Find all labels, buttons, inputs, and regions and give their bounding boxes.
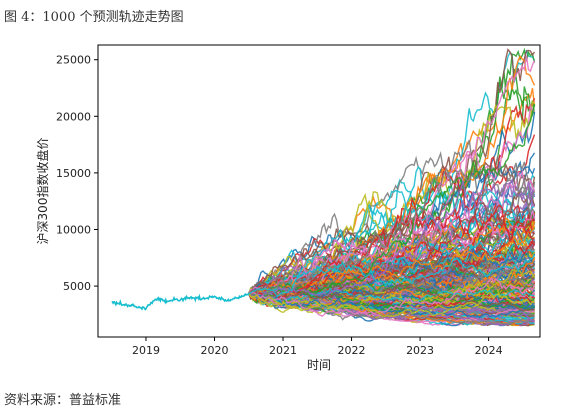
forecast-path [248, 288, 535, 304]
forecast-path [248, 269, 536, 311]
forecast-path [248, 288, 535, 325]
forecast-path [248, 162, 536, 297]
x-tick-label: 2022 [338, 344, 366, 357]
x-axis-label: 时间 [307, 358, 331, 372]
forecast-path [248, 291, 535, 319]
forecast-path [248, 225, 536, 295]
history-line [111, 293, 250, 311]
history-path [111, 293, 250, 311]
y-tick-label: 10000 [56, 223, 91, 236]
x-tick-label: 2024 [475, 344, 503, 357]
y-axis: 5000 10000 15000 20000 25000 [56, 54, 98, 293]
figure-title: 图 4：1000 个预测轨迹走势图 [4, 10, 184, 25]
forecast-path [248, 277, 536, 317]
x-tick-label: 2021 [269, 344, 297, 357]
y-tick-label: 25000 [56, 54, 91, 67]
y-tick-label: 20000 [56, 110, 91, 123]
y-tick-label: 5000 [63, 280, 91, 293]
x-tick-label: 2023 [406, 344, 434, 357]
y-axis-label: 沪深300指数收盘价 [35, 138, 50, 245]
plot-frame [97, 44, 541, 338]
y-tick-label: 15000 [56, 167, 91, 180]
forecast-paths [248, 47, 536, 327]
forecast-path [248, 293, 535, 318]
forecast-path [248, 178, 535, 299]
x-tick-label: 2019 [132, 344, 160, 357]
forecast-path [248, 196, 535, 300]
x-axis: 2019 2020 2021 2022 2023 2024 [132, 337, 503, 357]
forecast-path [248, 285, 535, 310]
x-tick-label: 2020 [200, 344, 228, 357]
forecast-path [248, 284, 535, 312]
figure-source: 资料来源：普益标准 [4, 393, 122, 408]
forecast-path [248, 254, 536, 298]
